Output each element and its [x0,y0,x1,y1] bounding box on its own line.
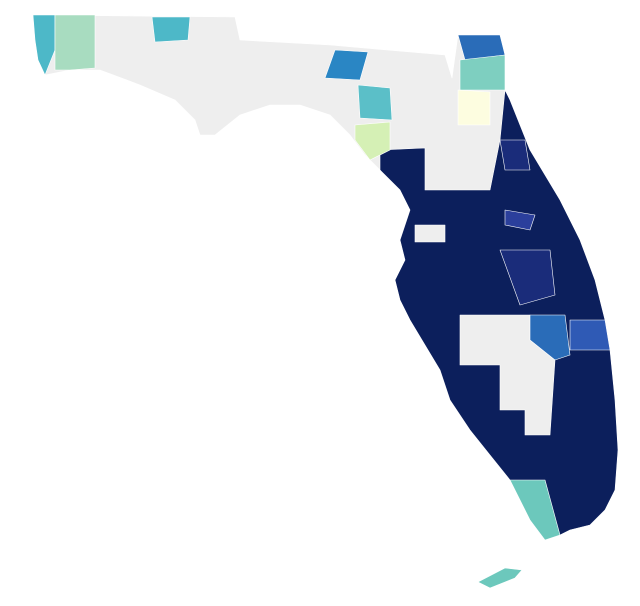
county-region [151,16,191,43]
county-region [569,319,611,351]
county-region [54,14,96,71]
county-region [324,49,369,81]
county-region [414,224,446,243]
county-region [499,249,556,306]
county-region [457,89,491,126]
county-region [459,54,506,91]
county-region [504,209,536,231]
county-region [354,121,391,161]
county-region [499,139,531,171]
county-region [357,84,393,121]
county-region [529,314,571,361]
county-region [509,479,561,541]
county-region [477,567,523,589]
